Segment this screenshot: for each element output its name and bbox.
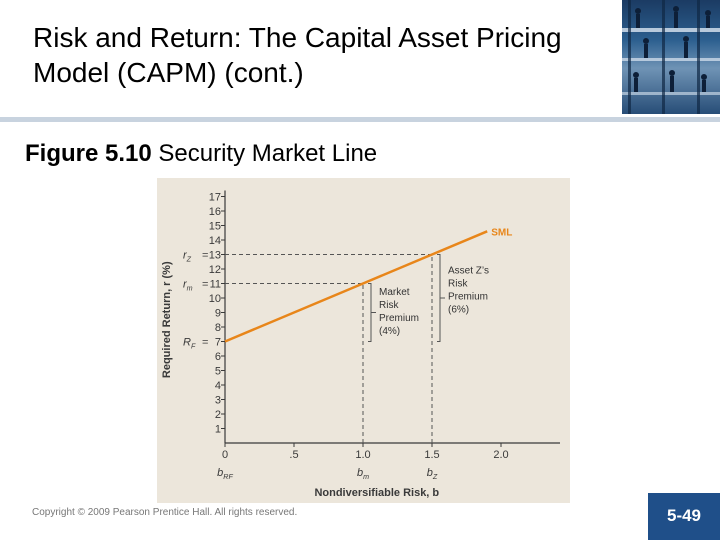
title-band: Risk and Return: The Capital Asset Prici… (0, 0, 720, 122)
x-tick-label: 2.0 (493, 449, 508, 461)
y-tick-equals: = (202, 279, 208, 291)
y-tick-label: 1 (215, 424, 221, 436)
x-subtick-label: bRF (217, 467, 233, 481)
y-axis-title: Required Return, r (%) (161, 261, 173, 378)
y-tick-label: 9 (215, 308, 221, 320)
y-tick-prefix: rZ (183, 250, 192, 264)
header-photo-art (622, 0, 720, 114)
title-divider (0, 117, 720, 122)
annotation-text-line: Premium (379, 313, 419, 324)
y-tick-label: 7 (215, 337, 221, 349)
annotation-text-line: (6%) (448, 304, 469, 315)
y-tick-label: 8 (215, 322, 221, 334)
copyright-notice: Copyright © 2009 Pearson Prentice Hall. … (32, 507, 298, 518)
y-tick-label: 13 (209, 250, 221, 262)
header-photo (622, 0, 720, 114)
y-tick-label: 15 (209, 221, 221, 233)
x-tick-label: 1.0 (355, 449, 370, 461)
sml-label: SML (491, 227, 512, 238)
y-tick-label: 6 (215, 351, 221, 363)
annotation-bracket (368, 283, 372, 342)
y-tick-label: 3 (215, 395, 221, 407)
x-tick-label: 0 (222, 449, 228, 461)
y-tick-equals: = (202, 250, 208, 262)
y-tick-label: 16 (209, 206, 221, 218)
x-tick-label: .5 (289, 449, 298, 461)
y-tick-label: 12 (209, 264, 221, 276)
y-tick-label: 5 (215, 366, 221, 378)
annotation-text-line: (4%) (379, 326, 400, 337)
x-axis-title: Nondiversifiable Risk, b (314, 487, 439, 499)
sml-line (224, 230, 488, 343)
page-number: 5-49 (666, 506, 702, 525)
x-subtick-label: bm (357, 467, 369, 481)
figure-label: Figure 5.10 (25, 140, 152, 167)
y-tick-prefix: RF (183, 337, 196, 351)
y-tick-label: 4 (215, 380, 221, 392)
annotation-text-line: Market (379, 287, 410, 298)
y-tick-label: 10 (209, 293, 221, 305)
y-tick-prefix: rm (183, 279, 193, 293)
page-number-box: 5-49 (648, 493, 720, 540)
y-tick-label: 14 (209, 235, 221, 247)
figure-title: Security Market Line (158, 140, 378, 167)
y-tick-equals: = (202, 337, 208, 349)
annotation-text-line: Risk (379, 300, 399, 311)
annotation-text-line: Premium (448, 291, 488, 302)
annotation-text-line: Asset Z’s (448, 265, 489, 276)
slide-title: Risk and Return: The Capital Asset Prici… (33, 22, 562, 88)
x-subtick-label: bZ (427, 467, 438, 481)
y-tick-label: 17 (209, 192, 221, 204)
y-tick-label: 11 (210, 279, 221, 291)
y-tick-label: 2 (215, 409, 221, 421)
figure-caption: Figure 5.10 Security Market Line (25, 140, 377, 168)
annotation-bracket (437, 254, 441, 342)
x-tick-label: 1.5 (424, 449, 439, 461)
annotation-text-line: Risk (448, 278, 468, 289)
